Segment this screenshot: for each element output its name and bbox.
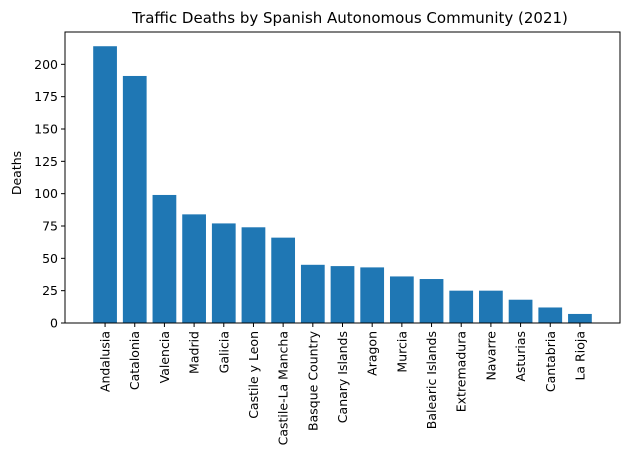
bar-la-rioja xyxy=(568,313,592,323)
plot-frame xyxy=(64,31,621,324)
x-tick-label: Balearic Islands xyxy=(424,331,439,429)
y-tick-label: 50 xyxy=(42,251,58,266)
y-axis-label: Deaths xyxy=(9,151,24,195)
x-tick-label: Catalonia xyxy=(127,331,142,390)
y-tick-label: 150 xyxy=(34,122,58,137)
x-tick-label: Madrid xyxy=(187,331,202,374)
x-tick-label: Murcia xyxy=(394,331,409,373)
bar-balearic-islands xyxy=(419,279,444,323)
x-tick-label: La Rioja xyxy=(572,331,587,381)
bars-group xyxy=(93,46,592,324)
x-tick-label: Castile-La Mancha xyxy=(276,331,291,445)
x-tick-label: Andalusia xyxy=(98,331,113,392)
x-tick-label: Navarre xyxy=(483,331,498,381)
bar-navarre xyxy=(479,290,503,323)
bar-galicia xyxy=(211,223,236,323)
chart-title: Traffic Deaths by Spanish Autonomous Com… xyxy=(131,9,568,27)
y-tick-label: 0 xyxy=(50,316,58,331)
y-tick-label: 100 xyxy=(34,186,58,201)
y-tick-label: 175 xyxy=(34,89,58,104)
bar-murcia xyxy=(389,276,414,323)
x-tick-label: Cantabria xyxy=(543,331,558,392)
x-tick-label: Extremadura xyxy=(454,331,469,412)
bar-extremadura xyxy=(449,290,474,323)
bar-castile-la-mancha xyxy=(271,237,296,323)
bar-castile-y-leon xyxy=(241,227,266,323)
bar-cantabria xyxy=(538,307,563,323)
y-tick-label: 125 xyxy=(34,154,58,169)
bar-aragon xyxy=(360,267,385,323)
y-tick-label: 25 xyxy=(42,283,58,298)
x-tick-label: Aragon xyxy=(365,331,380,376)
y-tick-label: 75 xyxy=(42,219,58,234)
bar-andalusia xyxy=(93,46,117,324)
bar-basque-country xyxy=(300,264,325,323)
bar-valencia xyxy=(152,194,177,323)
x-tick-label: Valencia xyxy=(157,331,172,383)
y-axis: 0 25 50 75 100 125 150 175 200 xyxy=(34,57,65,331)
bar-madrid xyxy=(182,214,206,323)
bar-asturias xyxy=(508,299,533,323)
bar-catalonia xyxy=(122,75,147,324)
x-tick-label: Canary Islands xyxy=(335,331,350,423)
x-axis: Andalusia Catalonia Valencia Madrid Galicia C… xyxy=(98,323,587,445)
x-tick-label: Castile y Leon xyxy=(246,331,261,419)
x-tick-label: Asturias xyxy=(513,331,528,382)
bar-canary-islands xyxy=(330,266,355,323)
x-tick-label: Basque Country xyxy=(305,330,320,431)
y-tick-label: 200 xyxy=(34,57,58,72)
x-tick-label: Galicia xyxy=(216,331,231,373)
